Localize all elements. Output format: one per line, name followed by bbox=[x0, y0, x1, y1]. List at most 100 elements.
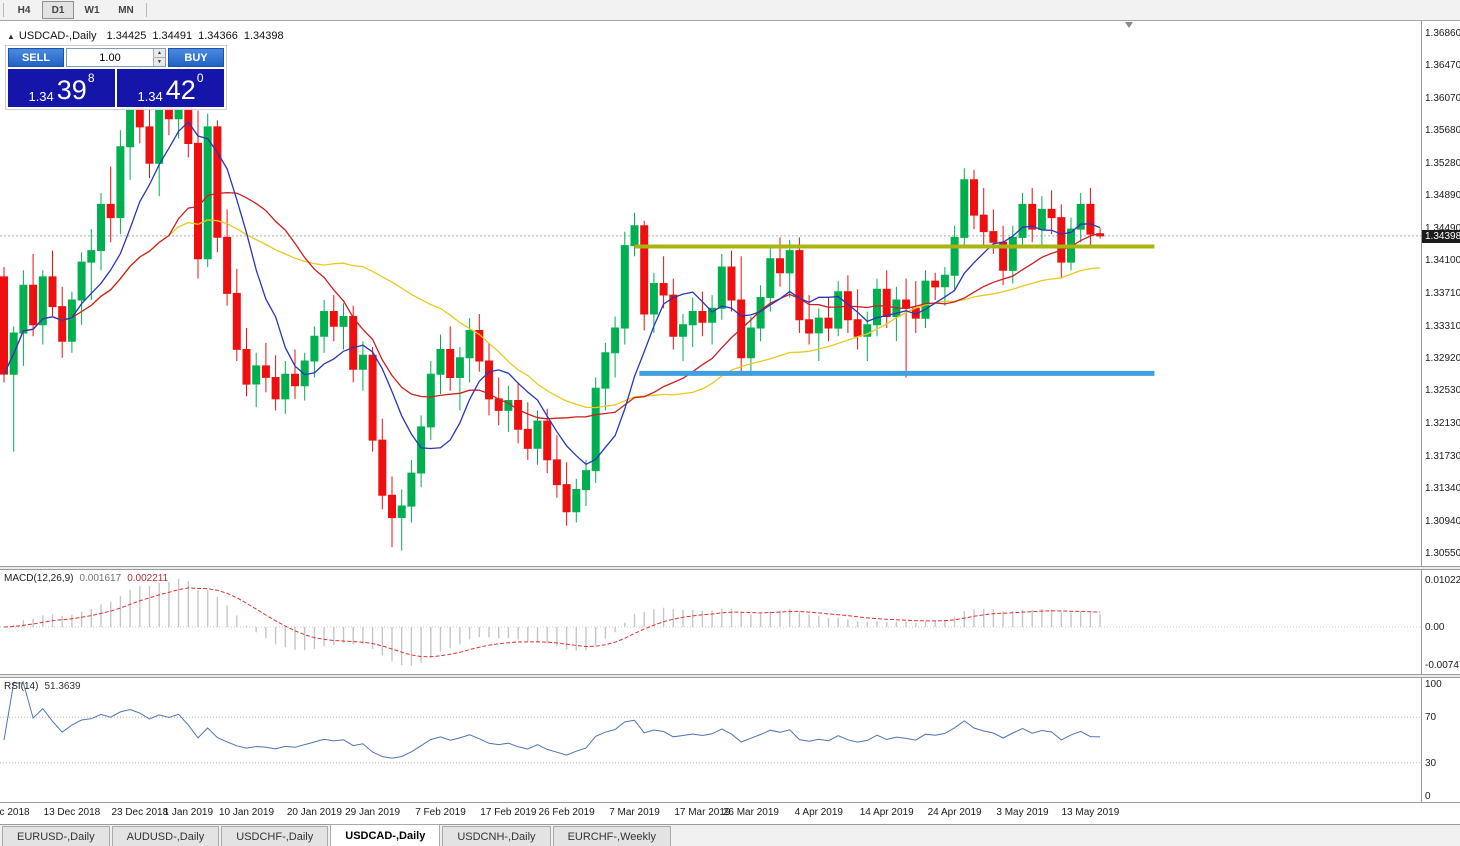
macd-chart bbox=[0, 578, 1421, 666]
pane-splitter[interactable] bbox=[0, 566, 1460, 570]
time-tick-label: 26 Feb 2019 bbox=[538, 807, 595, 818]
price-tick: 1.31340 bbox=[1425, 482, 1460, 494]
macd-histogram bbox=[13, 578, 1101, 666]
price-tick: 1.31730 bbox=[1425, 450, 1460, 462]
price-tick: 1.35680 bbox=[1425, 125, 1460, 137]
chart-tab-usdcad-daily[interactable]: USDCAD-,Daily bbox=[330, 824, 441, 846]
buy-button[interactable]: BUY bbox=[168, 48, 224, 67]
timeframe-button-w1[interactable]: W1 bbox=[84, 4, 100, 16]
chart-tab-eurusd-daily[interactable]: EURUSD-,Daily bbox=[2, 826, 110, 846]
price-tick: 1.32920 bbox=[1425, 352, 1460, 364]
time-tick-label: 1 Jan 2019 bbox=[163, 807, 214, 818]
time-tick-label: 14 Apr 2019 bbox=[859, 807, 914, 818]
macd-value-main: 0.001617 bbox=[79, 573, 122, 584]
one-click-trading-panel: SELL ▲ ▼ BUY 1.34398 1.344 bbox=[5, 45, 227, 110]
ohlc-close: 1.34398 bbox=[243, 30, 284, 42]
chart-shift-marker-icon[interactable] bbox=[1125, 22, 1133, 28]
one-click-toggle-icon[interactable]: ▲ bbox=[7, 31, 15, 41]
time-tick-label: 23 Dec 2018 bbox=[111, 807, 169, 818]
time-tick-label: 26 Mar 2019 bbox=[722, 807, 779, 818]
timeframe-button-mn[interactable]: MN bbox=[118, 4, 134, 16]
ohlc-open: 1.34425 bbox=[106, 30, 147, 42]
sell-price-base: 1.34 bbox=[28, 89, 54, 104]
price-pane[interactable]: ▲ USDCAD-,Daily 1.34425 1.34491 1.34366 … bbox=[0, 21, 1421, 566]
price-tick: 1.34890 bbox=[1425, 190, 1460, 202]
buy-price-display[interactable]: 1.34 42 0 bbox=[117, 69, 224, 107]
rsi-scale-tick: 100 bbox=[1425, 679, 1442, 690]
time-tick-label: 7 Mar 2019 bbox=[609, 807, 660, 818]
price-tick: 1.34490 bbox=[1425, 223, 1460, 235]
pane-splitter[interactable] bbox=[0, 674, 1460, 678]
rsi-name: RSI(14) bbox=[4, 681, 39, 692]
ohlc-low: 1.34366 bbox=[198, 30, 238, 42]
volume-up-button[interactable]: ▲ bbox=[153, 49, 165, 57]
sell-price-point: 8 bbox=[87, 71, 95, 85]
time-tick-label: 4 Dec 2018 bbox=[0, 807, 30, 818]
price-tick: 1.35280 bbox=[1425, 158, 1460, 170]
volume-input[interactable] bbox=[67, 49, 153, 66]
price-tick: 1.33310 bbox=[1425, 320, 1460, 332]
price-tick: 1.36860 bbox=[1425, 28, 1460, 39]
price-chart[interactable] bbox=[0, 21, 1421, 566]
buy-price-pips: 42 bbox=[165, 75, 196, 105]
price-tick: 1.33710 bbox=[1425, 287, 1460, 299]
volume-down-button[interactable]: ▼ bbox=[153, 57, 165, 66]
chart-tab-audusd-daily[interactable]: AUDUSD-,Daily bbox=[111, 826, 220, 846]
price-tick: 1.36070 bbox=[1425, 93, 1460, 105]
ohlc-high: 1.34491 bbox=[152, 30, 193, 42]
chart-window: ▲ USDCAD-,Daily 1.34425 1.34491 1.34366 … bbox=[0, 21, 1460, 824]
macd-signal-line bbox=[3, 587, 1101, 658]
timeframe-button-d1[interactable]: D1 bbox=[42, 1, 74, 19]
time-tick-label: 3 May 2019 bbox=[996, 807, 1049, 818]
time-tick-label: 13 Dec 2018 bbox=[43, 807, 101, 818]
time-tick-label: 17 Mar 2019 bbox=[674, 807, 731, 818]
time-tick-label: 20 Jan 2019 bbox=[286, 807, 342, 818]
price-axis[interactable]: 1.34398 1.36860 1.36470 1.36070 1.35680 1.35… bbox=[1421, 21, 1460, 802]
chart-header: ▲ USDCAD-,Daily 1.34425 1.34491 1.34366 … bbox=[7, 30, 290, 42]
price-tick: 1.34100 bbox=[1425, 255, 1460, 267]
time-tick-label: 7 Feb 2019 bbox=[415, 807, 466, 818]
price-tick: 1.36470 bbox=[1425, 60, 1460, 72]
timeframe-button-group: H4 D1 W1 MN bbox=[7, 1, 143, 19]
rsi-value: 51.3639 bbox=[44, 681, 81, 692]
sell-price-display[interactable]: 1.34 39 8 bbox=[8, 69, 115, 107]
macd-name: MACD(12,26,9) bbox=[4, 573, 74, 584]
time-tick-label: 4 Apr 2019 bbox=[794, 807, 843, 818]
candles-down bbox=[0, 56, 1105, 548]
symbol-label: USDCAD-,Daily bbox=[18, 30, 97, 42]
buy-price-point: 0 bbox=[196, 71, 204, 85]
toolbar-separator bbox=[3, 3, 4, 17]
macd-scale-min: -0.007477 bbox=[1425, 659, 1460, 671]
ma-slow-line bbox=[3, 219, 1101, 409]
price-tick: 1.32130 bbox=[1425, 417, 1460, 429]
timeframe-button-h4[interactable]: H4 bbox=[17, 4, 31, 16]
macd-label: MACD(12,26,9) 0.001617 0.002211 bbox=[4, 573, 168, 584]
ma-mid-line bbox=[3, 192, 1101, 420]
price-tick: 1.30940 bbox=[1425, 515, 1460, 527]
rsi-scale-tick: 70 bbox=[1425, 712, 1437, 724]
volume-spinner: ▲ ▼ bbox=[153, 49, 165, 66]
time-tick-label: 29 Jan 2019 bbox=[345, 807, 401, 818]
rsi-scale-tick: 0 bbox=[1425, 791, 1431, 802]
sell-button[interactable]: SELL bbox=[8, 48, 64, 67]
buy-price-base: 1.34 bbox=[137, 89, 163, 104]
macd-value-signal: 0.002211 bbox=[127, 573, 169, 584]
time-tick-label: 24 Apr 2019 bbox=[927, 807, 982, 818]
macd-scale-max: 0.010229 bbox=[1425, 574, 1460, 586]
rsi-line bbox=[3, 682, 1101, 759]
time-tick-label: 13 May 2019 bbox=[1061, 807, 1120, 818]
chart-tab-eurchf-weekly[interactable]: EURCHF-,Weekly bbox=[552, 826, 671, 846]
sell-price-pips: 39 bbox=[56, 75, 87, 105]
bid-price-badge: 1.34398 bbox=[1422, 229, 1460, 243]
rsi-label: RSI(14) 51.3639 bbox=[4, 681, 81, 692]
time-tick-label: 17 Feb 2019 bbox=[480, 807, 537, 818]
time-tick-label: 10 Jan 2019 bbox=[218, 807, 275, 818]
trade-controls-row: SELL ▲ ▼ BUY bbox=[8, 48, 224, 67]
candles-up bbox=[9, 52, 1085, 551]
chart-tab-usdchf-daily[interactable]: USDCHF-,Daily bbox=[221, 826, 329, 846]
ma-fast-line bbox=[3, 121, 1101, 466]
price-tick: 1.30550 bbox=[1425, 548, 1460, 559]
chart-tab-usdcnh-daily[interactable]: USDCNH-,Daily bbox=[442, 826, 551, 846]
